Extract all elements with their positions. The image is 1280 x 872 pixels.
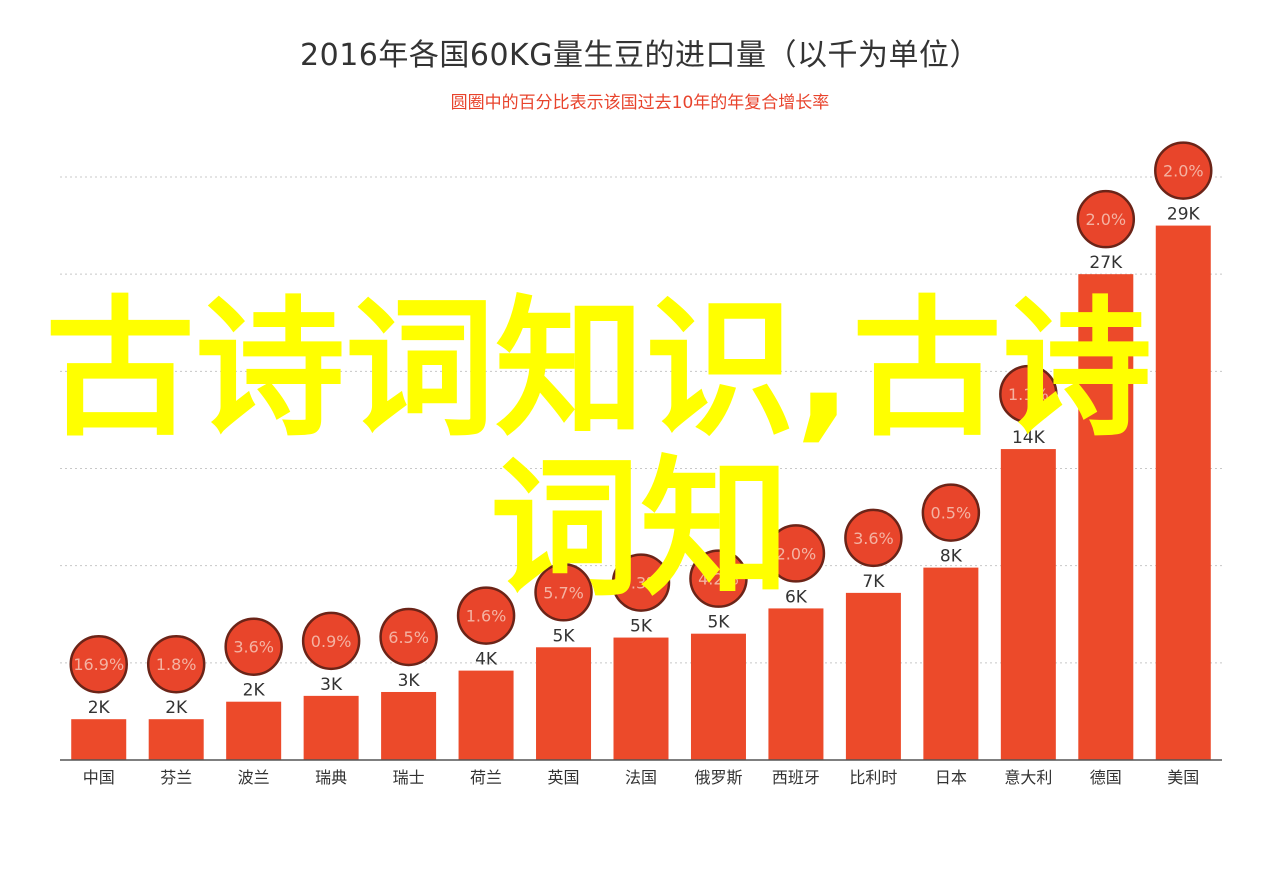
growth-circle: [921, 483, 981, 542]
bar-value-label: 14K: [1012, 428, 1046, 448]
x-tick-label: 荷兰: [470, 768, 502, 787]
growth-circle: [301, 611, 361, 671]
x-tick-label: 法国: [625, 768, 657, 787]
growth-circle: [379, 607, 438, 667]
bar-value-label: 2K: [243, 681, 266, 701]
bar: [381, 691, 437, 760]
growth-circle: [844, 508, 903, 568]
bar-value-label: 7K: [862, 572, 885, 592]
growth-circle: [999, 364, 1058, 424]
bar: [923, 567, 979, 760]
growth-label: 5.7%: [543, 583, 584, 602]
bar: [690, 633, 746, 760]
growth-circle: [766, 524, 826, 583]
bar-value-label: 8K: [940, 547, 963, 567]
x-tick-label: 中国: [83, 768, 115, 787]
x-tick-label: 西班牙: [772, 768, 820, 787]
bar-value-label: 27K: [1089, 253, 1123, 273]
x-tick-label: 波兰: [238, 768, 270, 787]
bar-value-label: 2K: [88, 698, 111, 718]
bar: [1078, 274, 1134, 760]
bar-value-label: 6K: [785, 587, 808, 607]
growth-circle: [534, 563, 593, 622]
growth-label: 1.8%: [156, 655, 197, 674]
growth-circle: [146, 634, 206, 694]
x-tick-label: 意大利: [1004, 768, 1052, 787]
bar: [226, 701, 282, 760]
x-tick-label: 芬兰: [160, 768, 192, 787]
growth-label: 6.5%: [388, 628, 429, 647]
bar-value-label: 5K: [707, 613, 730, 633]
growth-circle: [456, 586, 516, 645]
growth-label: 1.1%: [1008, 385, 1049, 404]
growth-circle: [69, 634, 128, 694]
x-tick-label: 瑞士: [393, 768, 425, 787]
x-tick-label: 美国: [1167, 768, 1199, 787]
growth-label: 0.9%: [311, 632, 352, 651]
growth-label: 2.0%: [1085, 210, 1126, 229]
growth-label: 3.6%: [233, 638, 274, 657]
growth-label: 3.6%: [853, 529, 894, 548]
growth-label: 4.2%: [698, 570, 739, 589]
growth-label: 2.0%: [776, 544, 817, 563]
bar: [71, 719, 127, 760]
chart-title: 2016年各国60KG量生豆的进口量（以千为单位）: [300, 38, 980, 73]
chart-subtitle: 圆圈中的百分比表示该国过去10年的年复合增长率: [450, 93, 830, 113]
growth-label: 1.6%: [466, 607, 507, 626]
bar: [768, 608, 824, 760]
bar: [536, 647, 592, 760]
bar: [1000, 449, 1056, 760]
bar: [458, 670, 514, 760]
growth-label: 0.5%: [931, 504, 972, 523]
growth-circle: [689, 549, 748, 608]
x-tick-label: 德国: [1090, 768, 1122, 787]
growth-circle: [1154, 141, 1213, 200]
x-tick-label: 英国: [548, 768, 580, 787]
growth-circle: [1076, 189, 1136, 249]
bar: [845, 592, 901, 760]
bar-value-label: 2K: [165, 698, 188, 718]
x-tick-label: 日本: [935, 768, 967, 787]
growth-label: 16.9%: [73, 655, 124, 674]
x-tick-label: 比利时: [849, 768, 897, 787]
bar: [303, 695, 359, 760]
bar: [613, 637, 669, 760]
bar: [148, 719, 204, 760]
growth-circle: [611, 553, 671, 612]
growth-label: 0.3%: [621, 574, 662, 593]
bar-value-label: 5K: [553, 626, 576, 646]
bar: [1155, 225, 1211, 761]
bar-value-label: 4K: [475, 650, 498, 670]
bar-value-label: 5K: [630, 617, 653, 637]
bar-value-label: 29K: [1167, 205, 1201, 225]
x-tick-label: 俄罗斯: [694, 768, 742, 787]
bar-value-label: 3K: [320, 675, 343, 695]
bar-value-label: 3K: [398, 671, 421, 691]
x-tick-label: 瑞典: [315, 768, 347, 787]
growth-circle: [224, 617, 283, 676]
growth-label: 2.0%: [1163, 162, 1204, 181]
